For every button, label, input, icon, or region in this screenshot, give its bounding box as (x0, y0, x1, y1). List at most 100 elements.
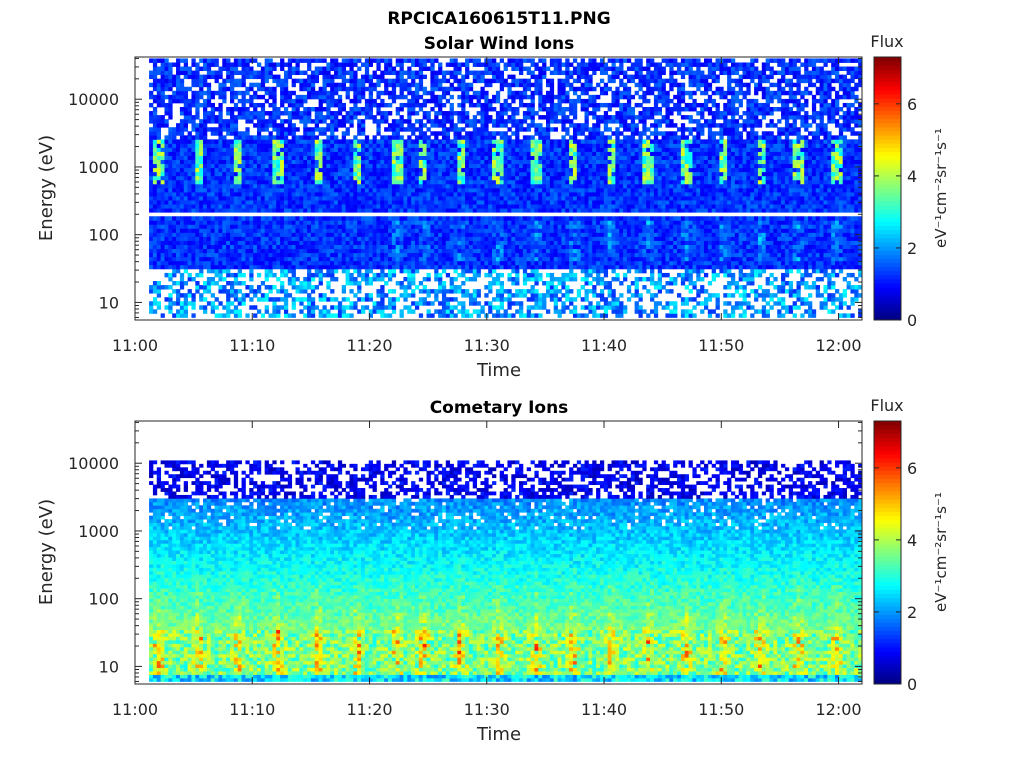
heatmap-cell (473, 180, 477, 184)
heatmap-cell (338, 192, 342, 196)
heatmap-cell (172, 273, 176, 277)
heatmap-cell (269, 285, 273, 289)
heatmap-cell (484, 293, 488, 297)
heatmap-cell (272, 204, 276, 208)
heatmap-cell (434, 111, 438, 115)
heatmap-cell (319, 245, 323, 249)
heatmap-cell (403, 168, 407, 172)
heatmap-cell (226, 188, 230, 192)
heatmap-cell (446, 152, 450, 156)
heatmap-cell (164, 200, 168, 204)
heatmap-cell (330, 95, 334, 99)
heatmap-cell (161, 261, 165, 265)
heatmap-cell (288, 111, 292, 115)
heatmap-cell (365, 196, 369, 200)
heatmap-cell (330, 204, 334, 208)
heatmap-cell (303, 172, 307, 176)
heatmap-cell (396, 147, 400, 151)
heatmap-cell (180, 241, 184, 245)
heatmap-cell (365, 220, 369, 224)
heatmap-cell (269, 269, 273, 273)
heatmap-cell (322, 147, 326, 151)
heatmap-cell (307, 293, 311, 297)
heatmap-cell (365, 293, 369, 297)
heatmap-cell (423, 241, 427, 245)
heatmap-cell (396, 204, 400, 208)
heatmap-cell (184, 305, 188, 309)
heatmap-cell (265, 58, 269, 62)
heatmap-cell (454, 228, 458, 232)
heatmap-cell (326, 253, 330, 257)
heatmap-cell (334, 119, 338, 123)
heatmap-cell (211, 164, 215, 168)
heatmap-cell (515, 62, 519, 66)
heatmap-cell (442, 164, 446, 168)
heatmap-cell (477, 58, 481, 62)
heatmap-cell (457, 143, 461, 147)
heatmap-cell (238, 135, 242, 139)
heatmap-cell (492, 168, 496, 172)
heatmap-cell (457, 172, 461, 176)
heatmap-cell (376, 79, 380, 83)
heatmap-cell (442, 200, 446, 204)
heatmap-cell (438, 79, 442, 83)
heatmap-cell (284, 180, 288, 184)
heatmap-cell (407, 127, 411, 131)
heatmap-cell (245, 115, 249, 119)
heatmap-cell (288, 265, 292, 269)
heatmap-cell (257, 200, 261, 204)
heatmap-cell (396, 253, 400, 257)
heatmap-cell (392, 160, 396, 164)
heatmap-cell (507, 188, 511, 192)
heatmap-cell (203, 208, 207, 212)
heatmap-cell (442, 232, 446, 236)
heatmap-cell (450, 196, 454, 200)
heatmap-cell (334, 87, 338, 91)
heatmap-cell (423, 297, 427, 301)
heatmap-cell (434, 143, 438, 147)
heatmap-cell (211, 232, 215, 236)
heatmap-cell (276, 62, 280, 66)
heatmap-cell (315, 269, 319, 273)
heatmap-cell (380, 293, 384, 297)
heatmap-cell (473, 139, 477, 143)
heatmap-cell (242, 237, 246, 241)
heatmap-cell (504, 176, 508, 180)
heatmap-cell (234, 184, 238, 188)
heatmap-cell (296, 224, 300, 228)
heatmap-cell (380, 309, 384, 313)
heatmap-cell (261, 75, 265, 79)
heatmap-cell (442, 309, 446, 313)
heatmap-cell (188, 119, 192, 123)
heatmap-cell (284, 265, 288, 269)
heatmap-cell (465, 232, 469, 236)
heatmap-cell (507, 208, 511, 212)
heatmap-cell (430, 188, 434, 192)
heatmap-cell (423, 257, 427, 261)
heatmap-cell (218, 103, 222, 107)
heatmap-cell (330, 115, 334, 119)
heatmap-cell (207, 95, 211, 99)
heatmap-cell (407, 87, 411, 91)
heatmap-cell (361, 216, 365, 220)
heatmap-cell (511, 237, 515, 241)
heatmap-cell (484, 119, 488, 123)
heatmap-cell (257, 249, 261, 253)
heatmap-cell (172, 196, 176, 200)
heatmap-cell (454, 208, 458, 212)
heatmap-cell (361, 164, 365, 168)
heatmap-cell (157, 192, 161, 196)
heatmap-cell (392, 204, 396, 208)
heatmap-cell (338, 119, 342, 123)
heatmap-cell (218, 265, 222, 269)
heatmap-cell (296, 95, 300, 99)
heatmap-cell (361, 79, 365, 83)
heatmap-cell (222, 220, 226, 224)
heatmap-cell (311, 176, 315, 180)
heatmap-cell (188, 111, 192, 115)
heatmap-cell (276, 196, 280, 200)
heatmap-cell (245, 131, 249, 135)
heatmap-cell (292, 228, 296, 232)
heatmap-cell (488, 67, 492, 71)
heatmap-cell (338, 184, 342, 188)
